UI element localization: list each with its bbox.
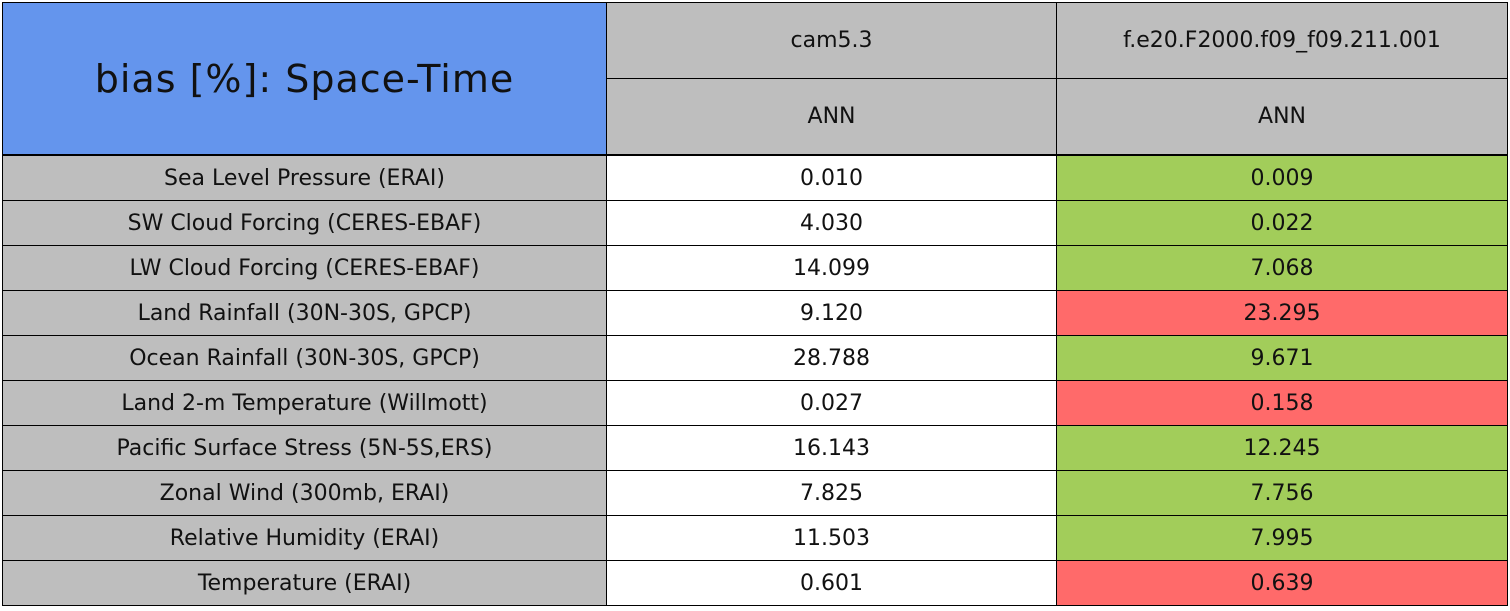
column-name: f.e20.F2000.f09_f09.211.001 (1056, 2, 1508, 79)
row-label: Relative Humidity (ERAI) (2, 515, 607, 561)
column-season: ANN (606, 78, 1057, 155)
row-label: Zonal Wind (300mb, ERAI) (2, 470, 607, 516)
column-name: cam5.3 (606, 2, 1057, 79)
value-cell: 7.756 (1056, 470, 1508, 516)
table-title: bias [%]: Space-Time (2, 2, 607, 155)
row-label: Land Rainfall (30N-30S, GPCP) (2, 290, 607, 336)
row-label: Land 2-m Temperature (Willmott) (2, 380, 607, 426)
row-label: LW Cloud Forcing (CERES-EBAF) (2, 245, 607, 291)
row-label: Pacific Surface Stress (5N-5S,ERS) (2, 425, 607, 471)
value-cell: 12.245 (1056, 425, 1508, 471)
value-cell: 0.027 (606, 380, 1057, 426)
value-cell: 7.995 (1056, 515, 1508, 561)
row-label: Temperature (ERAI) (2, 560, 607, 606)
value-cell: 4.030 (606, 200, 1057, 246)
value-cell: 0.022 (1056, 200, 1508, 246)
value-cell: 0.010 (606, 155, 1057, 201)
value-cell: 11.503 (606, 515, 1057, 561)
value-cell: 0.009 (1056, 155, 1508, 201)
value-cell: 14.099 (606, 245, 1057, 291)
value-cell: 23.295 (1056, 290, 1508, 336)
value-cell: 9.671 (1056, 335, 1508, 381)
value-cell: 0.158 (1056, 380, 1508, 426)
value-cell: 0.639 (1056, 560, 1508, 606)
value-cell: 16.143 (606, 425, 1057, 471)
value-cell: 28.788 (606, 335, 1057, 381)
row-label: SW Cloud Forcing (CERES-EBAF) (2, 200, 607, 246)
value-cell: 9.120 (606, 290, 1057, 336)
row-label: Sea Level Pressure (ERAI) (2, 155, 607, 201)
value-cell: 7.825 (606, 470, 1057, 516)
value-cell: 0.601 (606, 560, 1057, 606)
row-label: Ocean Rainfall (30N-30S, GPCP) (2, 335, 607, 381)
value-cell: 7.068 (1056, 245, 1508, 291)
column-season: ANN (1056, 78, 1508, 155)
